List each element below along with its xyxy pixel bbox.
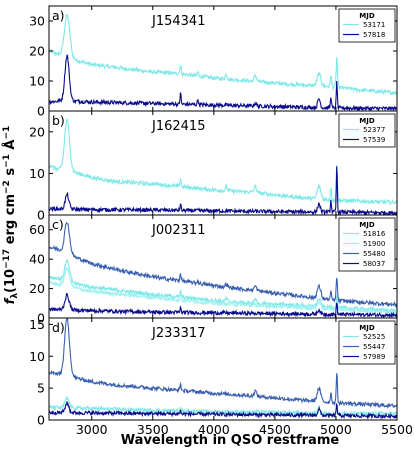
legend-title: MJD	[359, 12, 375, 20]
legend-entry: 53171	[363, 21, 385, 29]
y-tick-label: 10	[29, 74, 45, 89]
y-axis-title-sub: λ	[10, 293, 20, 299]
y-axis-title-exp3: −1	[2, 154, 12, 168]
y-axis-title-unit1: erg cm	[3, 194, 18, 249]
series-line-52377	[49, 118, 397, 206]
series-line-57539	[49, 166, 397, 215]
y-tick-label: 20	[29, 281, 45, 296]
series-line-53171	[49, 14, 397, 96]
series-line-57989	[49, 401, 397, 420]
panel-letter: d)	[52, 320, 65, 335]
x-tick-label: 3000	[76, 422, 108, 437]
panel-object-name: J154341	[151, 14, 205, 29]
series-group	[49, 14, 397, 111]
panel-letter: c)	[52, 217, 64, 232]
series-line-55447	[49, 318, 397, 409]
legend-entry: 52525	[363, 333, 385, 341]
y-tick-label: 10	[29, 166, 45, 181]
panel-object-name: J002311	[151, 223, 205, 238]
y-axis-title-unit3: Å	[2, 140, 18, 155]
x-tick-label: 5000	[320, 422, 352, 437]
y-axis-title-exp2: −2	[2, 180, 12, 194]
panel-object-name: J162415	[151, 119, 205, 134]
y-tick-label: 5	[37, 381, 45, 396]
y-axis-title-open: (10	[3, 269, 18, 293]
legend-box	[338, 320, 396, 365]
series-group	[49, 221, 397, 318]
series-line-51900	[49, 266, 397, 315]
legend-box	[338, 217, 396, 272]
panel-letter: a)	[52, 8, 65, 23]
y-tick-label: 20	[29, 124, 45, 139]
y-tick-label: 10	[29, 349, 45, 364]
panel-object-name: J233317	[151, 326, 205, 341]
x-tick-label: 4000	[198, 422, 230, 437]
legend-entry: 51816	[363, 230, 386, 238]
y-tick-label: 15	[29, 317, 45, 332]
panel-letter: b)	[52, 113, 65, 128]
series-group	[49, 118, 397, 215]
legend-box	[338, 113, 396, 148]
y-axis-title-exp1: −17	[2, 249, 12, 269]
y-axis-title-exp4: −1	[2, 126, 12, 140]
y-tick-label: 0	[37, 311, 45, 326]
y-tick-label: 20	[29, 44, 45, 59]
legend-entry: 51900	[363, 240, 385, 248]
series-line-57818	[49, 54, 397, 111]
y-tick-label: 0	[37, 104, 45, 119]
series-line-58037	[49, 292, 397, 318]
x-tick-label: 4500	[259, 422, 291, 437]
legend-entry: 52377	[363, 126, 385, 134]
legend-entry: 57989	[363, 353, 385, 361]
y-tick-label: 60	[29, 222, 45, 237]
legend-box	[338, 8, 396, 43]
x-axis-title: Wavelength in QSO restframe	[121, 433, 340, 448]
y-axis-title-main: f	[3, 296, 18, 304]
y-tick-label: 40	[29, 252, 45, 267]
legend-entry: 57539	[363, 136, 385, 144]
legend-title: MJD	[359, 117, 375, 125]
legend-title: MJD	[359, 221, 375, 229]
y-axis-title-unit2: s	[3, 168, 18, 181]
y-tick-label: 0	[37, 413, 45, 428]
series-line-55480	[49, 221, 397, 308]
panel-frame	[48, 317, 398, 421]
x-tick-label: 5500	[381, 422, 413, 437]
legend-entry: 57818	[363, 31, 385, 39]
y-tick-label: 0	[37, 208, 45, 223]
x-tick-label: 3500	[137, 422, 169, 437]
legend-title: MJD	[359, 324, 375, 332]
legend-entry: 58037	[363, 260, 385, 268]
series-group	[49, 318, 397, 420]
legend-entry: 55480	[363, 250, 385, 258]
y-axis-title: fλ(10−17 erg cm−2 s−1 Å−1	[2, 126, 20, 305]
legend-entry: 55447	[363, 343, 385, 351]
y-tick-label: 30	[29, 14, 45, 29]
